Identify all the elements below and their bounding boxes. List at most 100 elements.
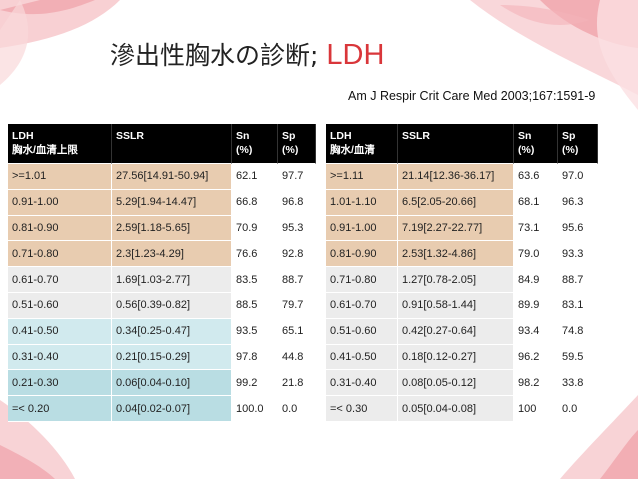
cell-ldh: 0.41-0.50 [326,344,398,371]
table-row: 0.51-0.60 0.56[0.39-0.82] 88.5 79.7 [8,292,316,319]
cell-ldh: 0.81-0.90 [8,215,112,242]
table-row: 0.91-1.00 5.29[1.94-14.47] 66.8 96.8 [8,189,316,216]
cell-ldh: =< 0.20 [8,396,112,422]
title-accent: LDH [326,39,385,71]
cell-ldh: 0.71-0.80 [326,267,398,293]
table-row: 1.01-1.10 6.5[2.05-20.66] 68.1 96.3 [326,189,598,216]
table-row: 0.51-0.60 0.42[0.27-0.64] 93.4 74.8 [326,318,598,345]
cell-sslr: 0.04[0.02-0.07] [112,396,232,422]
header-sp: Sp (%) [558,124,598,164]
cell-sp: 97.0 [558,164,598,190]
cell-sp: 93.3 [558,241,598,268]
header-sn: Sn (%) [514,124,558,164]
cell-ldh: 0.31-0.40 [326,370,398,397]
cell-sp: 65.1 [278,318,316,345]
cell-ldh: 0.91-1.00 [326,215,398,242]
cell-sp: 96.3 [558,189,598,216]
cell-sp: 59.5 [558,344,598,371]
cell-ldh: 0.21-0.30 [8,370,112,397]
table-row: =< 0.30 0.05[0.04-0.08] 100 0.0 [326,396,598,422]
table-row: 0.71-0.80 2.3[1.23-4.29] 76.6 92.8 [8,241,316,268]
cell-sslr: 0.56[0.39-0.82] [112,292,232,319]
cell-sp: 95.6 [558,215,598,242]
table-row: 0.61-0.70 1.69[1.03-2.77] 83.5 88.7 [8,267,316,293]
header-sp: Sp (%) [278,124,316,164]
cell-sn: 93.4 [514,318,558,345]
cell-sp: 88.7 [558,267,598,293]
cell-sp: 74.8 [558,318,598,345]
cell-sp: 83.1 [558,292,598,319]
cell-sslr: 27.56[14.91-50.94] [112,164,232,190]
cell-sslr: 0.42[0.27-0.64] [398,318,514,345]
cell-sslr: 6.5[2.05-20.66] [398,189,514,216]
table-row: 0.41-0.50 0.34[0.25-0.47] 93.5 65.1 [8,318,316,345]
cell-sn: 66.8 [232,189,278,216]
cell-sn: 83.5 [232,267,278,293]
cell-sp: 96.8 [278,189,316,216]
cell-ldh: 0.31-0.40 [8,344,112,371]
table-row: 0.61-0.70 0.91[0.58-1.44] 89.9 83.1 [326,292,598,319]
header-sslr: SSLR [398,124,514,164]
table-header-row: LDH 胸水/血清 SSLR Sn (%) Sp (%) [326,124,598,164]
cell-ldh: 0.51-0.60 [326,318,398,345]
cell-sslr: 2.53[1.32-4.86] [398,241,514,268]
cell-sslr: 5.29[1.94-14.47] [112,189,232,216]
cell-sslr: 0.05[0.04-0.08] [398,396,514,422]
table-row: 0.71-0.80 1.27[0.78-2.05] 84.9 88.7 [326,267,598,293]
table-row: 0.41-0.50 0.18[0.12-0.27] 96.2 59.5 [326,344,598,371]
cell-ldh: 0.51-0.60 [8,292,112,319]
cell-ldh: 0.61-0.70 [8,267,112,293]
table-row: 0.91-1.00 7.19[2.27-22.77] 73.1 95.6 [326,215,598,242]
cell-sslr: 21.14[12.36-36.17] [398,164,514,190]
cell-ldh: 0.71-0.80 [8,241,112,268]
table-row: 0.31-0.40 0.08[0.05-0.12] 98.2 33.8 [326,370,598,397]
header-sn: Sn (%) [232,124,278,164]
cell-ldh: 1.01-1.10 [326,189,398,216]
cell-sn: 96.2 [514,344,558,371]
citation: Am J Respir Crit Care Med 2003;167:1591-… [348,89,596,103]
table-row: >=1.01 27.56[14.91-50.94] 62.1 97.7 [8,164,316,190]
cell-sn: 68.1 [514,189,558,216]
cell-sslr: 0.06[0.04-0.10] [112,370,232,397]
header-sslr: SSLR [112,124,232,164]
header-ldh: LDH 胸水/血清上限 [8,124,112,164]
cell-sn: 79.0 [514,241,558,268]
cell-sp: 95.3 [278,215,316,242]
cell-sp: 92.8 [278,241,316,268]
cell-sp: 33.8 [558,370,598,397]
cell-sn: 100.0 [232,396,278,422]
cell-sslr: 2.3[1.23-4.29] [112,241,232,268]
cell-sn: 76.6 [232,241,278,268]
cell-sslr: 0.18[0.12-0.27] [398,344,514,371]
cell-sn: 62.1 [232,164,278,190]
cell-sp: 97.7 [278,164,316,190]
cell-ldh: =< 0.30 [326,396,398,422]
cell-sslr: 7.19[2.27-22.77] [398,215,514,242]
cell-ldh: 0.41-0.50 [8,318,112,345]
cell-ldh: 0.61-0.70 [326,292,398,319]
cell-ldh: 0.81-0.90 [326,241,398,268]
cell-sn: 99.2 [232,370,278,397]
cell-sn: 63.6 [514,164,558,190]
cell-sp: 0.0 [278,396,316,422]
table-header-row: LDH 胸水/血清上限 SSLR Sn (%) Sp (%) [8,124,316,164]
table-row: =< 0.20 0.04[0.02-0.07] 100.0 0.0 [8,396,316,422]
cell-sslr: 0.91[0.58-1.44] [398,292,514,319]
table-row: 0.81-0.90 2.59[1.18-5.65] 70.9 95.3 [8,215,316,242]
cell-sslr: 0.34[0.25-0.47] [112,318,232,345]
cell-sslr: 1.27[0.78-2.05] [398,267,514,293]
cell-sp: 79.7 [278,292,316,319]
cell-sp: 44.8 [278,344,316,371]
cell-sn: 88.5 [232,292,278,319]
table-row: >=1.11 21.14[12.36-36.17] 63.6 97.0 [326,164,598,190]
cell-ldh: >=1.11 [326,164,398,190]
table-row: 0.81-0.90 2.53[1.32-4.86] 79.0 93.3 [326,241,598,268]
cell-sp: 88.7 [278,267,316,293]
cell-sslr: 1.69[1.03-2.77] [112,267,232,293]
table-row: 0.31-0.40 0.21[0.15-0.29] 97.8 44.8 [8,344,316,371]
cell-ldh: >=1.01 [8,164,112,190]
cell-sn: 89.9 [514,292,558,319]
cell-sslr: 2.59[1.18-5.65] [112,215,232,242]
table-row: 0.21-0.30 0.06[0.04-0.10] 99.2 21.8 [8,370,316,397]
